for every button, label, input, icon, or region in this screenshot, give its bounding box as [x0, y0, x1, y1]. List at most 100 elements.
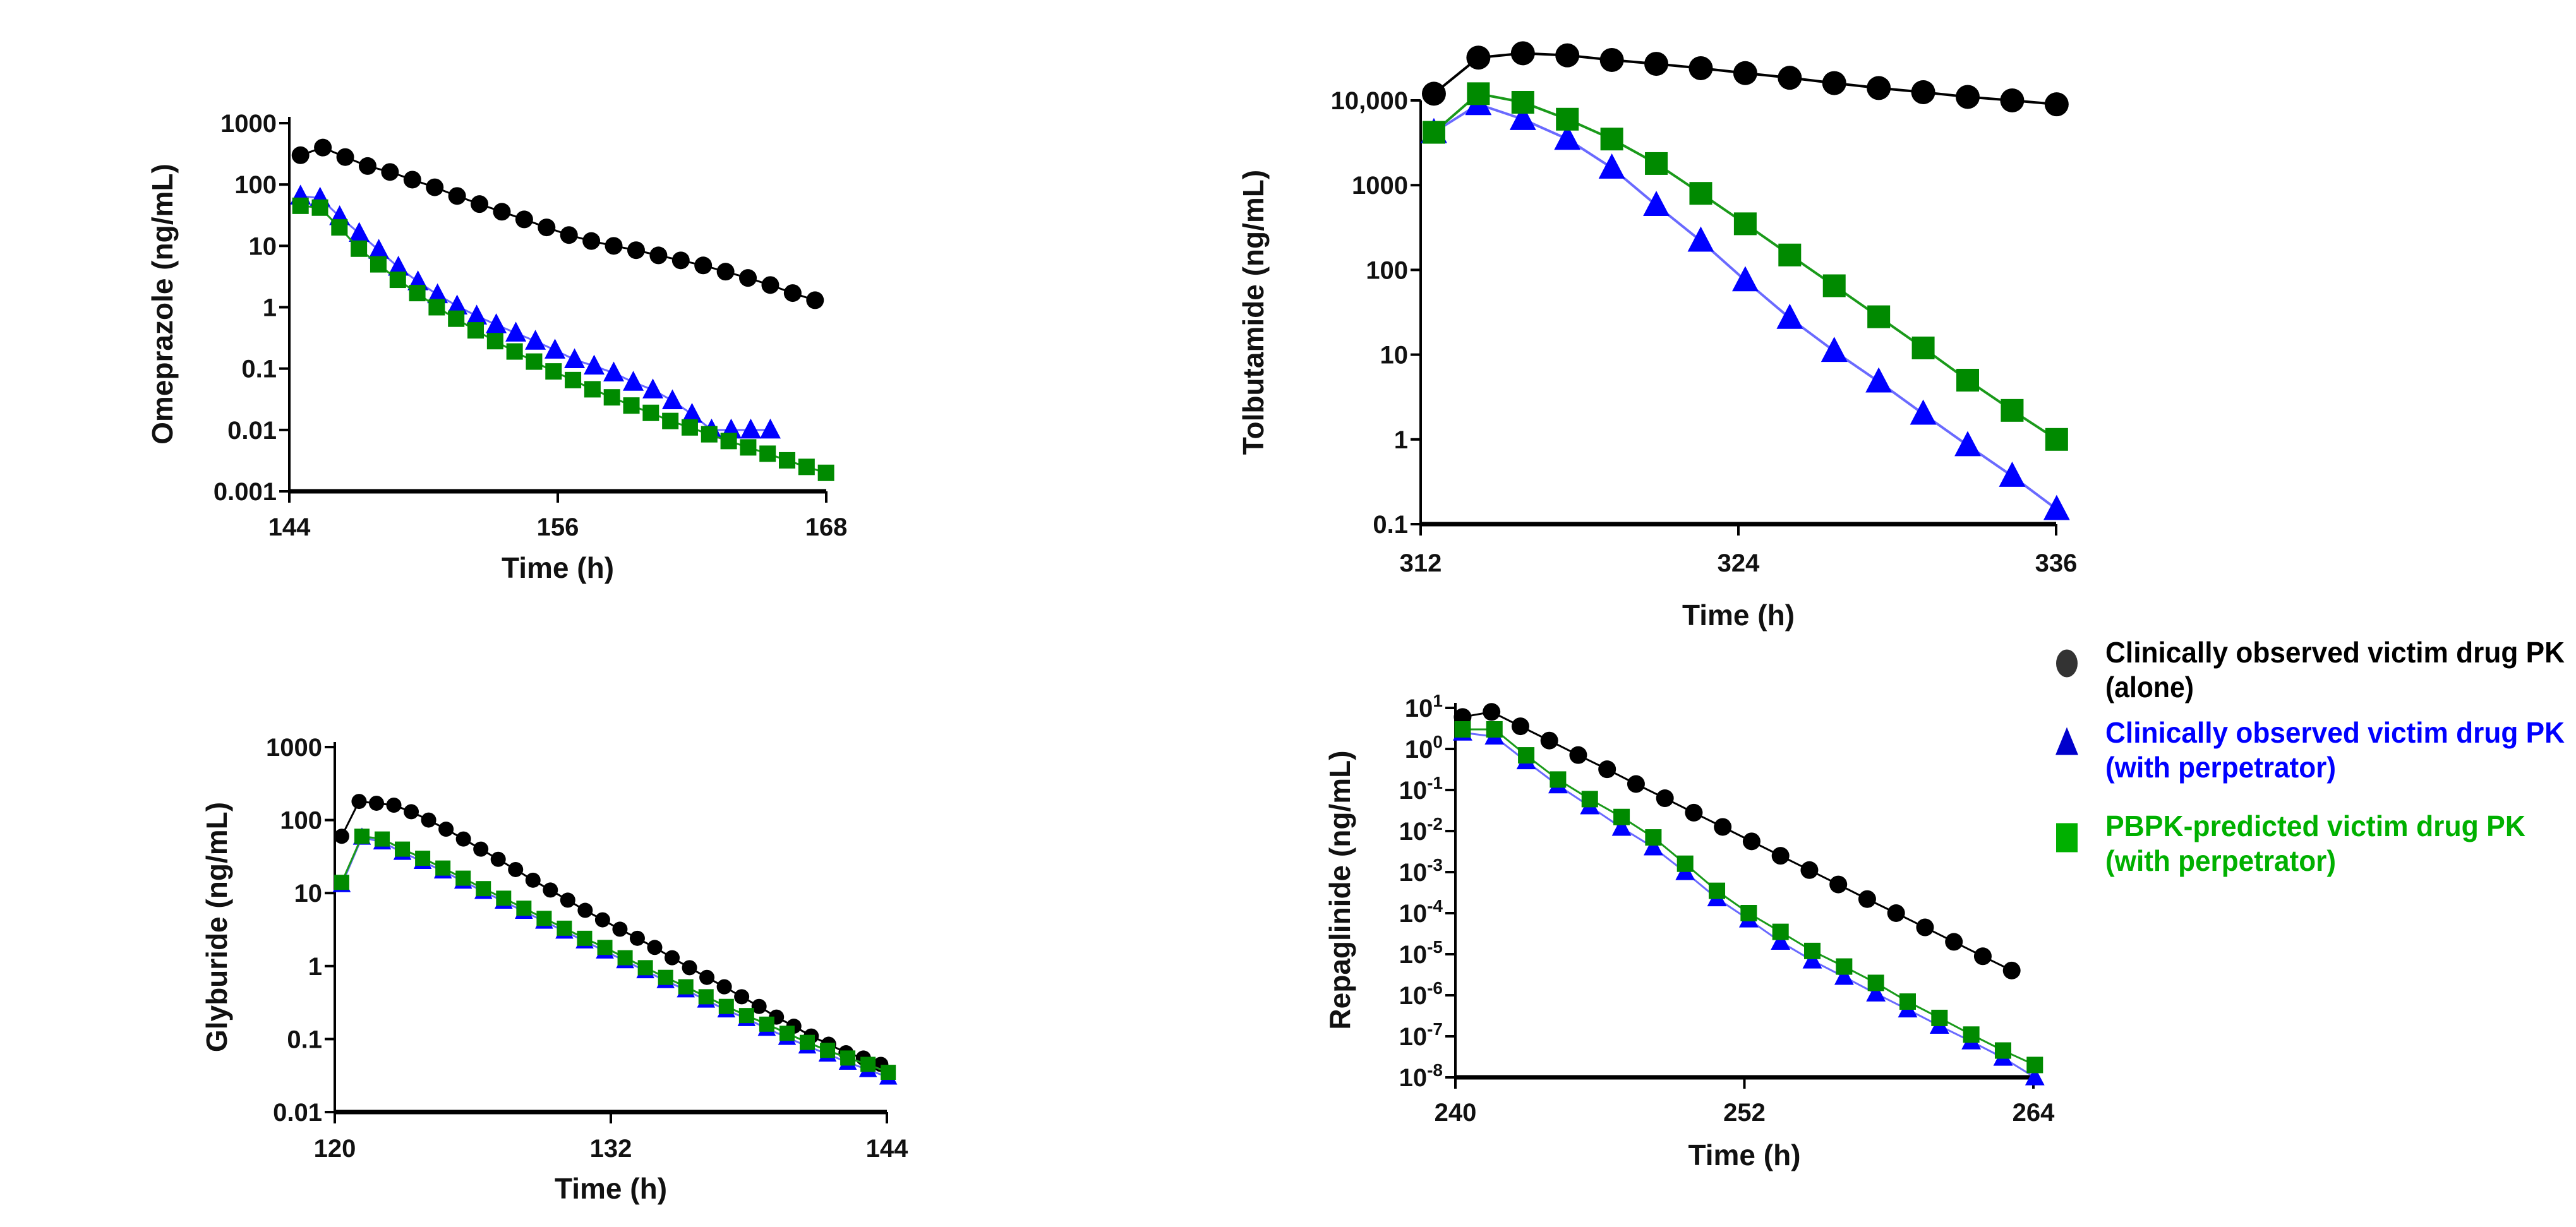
- data-point-circle: [751, 998, 767, 1014]
- data-point-circle: [1627, 775, 1645, 793]
- y-tick-base: 10: [1399, 982, 1428, 1010]
- data-point-triangle: [623, 371, 644, 391]
- data-point-circle: [1685, 803, 1703, 822]
- data-point-circle: [525, 872, 541, 888]
- data-point-circle: [543, 882, 558, 898]
- data-point-square: [623, 397, 640, 414]
- data-point-circle: [1688, 56, 1713, 80]
- data-point-circle: [2000, 88, 2025, 112]
- data-point-triangle: [564, 348, 586, 368]
- data-point-circle: [1511, 717, 1529, 736]
- y-tick-label: 10-8: [1399, 1060, 1443, 1092]
- data-point-triangle: [486, 313, 507, 333]
- data-point-square: [428, 299, 445, 316]
- data-point-square: [603, 389, 620, 406]
- data-point-circle: [734, 989, 750, 1005]
- data-point-square: [642, 404, 659, 421]
- data-point-circle: [671, 251, 690, 270]
- data-point-square: [698, 989, 714, 1005]
- data-point-circle: [716, 979, 732, 995]
- data-point-square: [1422, 121, 1445, 144]
- data-point-square: [817, 464, 834, 481]
- y-tick-exponent: -7: [1427, 1019, 1443, 1039]
- y-tick-label: 10-4: [1399, 896, 1443, 928]
- data-point-square: [1804, 942, 1821, 959]
- legend-label-line2: (alone): [2105, 671, 2194, 703]
- data-point-square: [2045, 428, 2068, 451]
- data-point-circle: [358, 157, 376, 175]
- x-tick-label: 312: [1400, 549, 1442, 577]
- y-tick-label: 100: [280, 807, 322, 835]
- data-point-triangle: [603, 361, 625, 382]
- y-tick-base: 10: [1399, 859, 1428, 887]
- y-tick-exponent: 0: [1433, 732, 1443, 751]
- y-tick-exponent: -4: [1427, 896, 1443, 916]
- y-tick-label: 10-7: [1399, 1019, 1443, 1051]
- data-point-circle: [2044, 92, 2069, 117]
- y-tick-base: 10: [1399, 818, 1428, 846]
- data-point-square: [1676, 855, 1694, 872]
- data-point-circle: [1656, 789, 1674, 808]
- data-point-circle: [1778, 66, 1802, 90]
- y-axis-title: Tolbutamide (ng/mL): [1237, 170, 1270, 455]
- y-axis-title: Repaglinide (ng/mL): [1323, 750, 1356, 1029]
- data-point-circle: [577, 902, 593, 918]
- data-point-square: [577, 930, 593, 946]
- y-tick-label: 10-1: [1399, 773, 1443, 805]
- y-tick-label: 1000: [1352, 172, 1408, 200]
- series-observed-with: [1421, 90, 2070, 520]
- y-tick-label: 0.01: [227, 417, 277, 445]
- data-point-circle: [1483, 703, 1501, 721]
- series-predicted-with: [334, 829, 896, 1080]
- panel-c: 1000 100 10 1 0.1 0.01 120 132 144 Time (h) Glybur…: [200, 734, 908, 1205]
- data-point-circle: [1421, 81, 1446, 106]
- data-point-circle: [438, 822, 454, 837]
- panel-b: 10,000 1000 100 10 1 0.1 312 324 336 Time (h) Tolb…: [1237, 41, 2077, 631]
- legend-circle-icon: [2056, 649, 2078, 678]
- y-tick-exponent: -8: [1427, 1060, 1443, 1080]
- data-point-circle: [582, 232, 601, 250]
- y-tick-label: 10,000: [1331, 87, 1408, 115]
- x-axis-title: Time (h): [1688, 1139, 1800, 1171]
- data-point-triangle: [1554, 124, 1581, 150]
- data-point-triangle: [1999, 461, 2026, 487]
- data-point-circle: [334, 829, 349, 844]
- data-point-square: [637, 960, 653, 976]
- data-point-square: [658, 969, 673, 985]
- x-tick-label: 132: [590, 1135, 632, 1163]
- data-point-triangle: [1611, 817, 1632, 836]
- data-point-square: [1600, 128, 1623, 151]
- data-point-circle: [1945, 933, 1963, 951]
- data-point-square: [759, 445, 776, 462]
- data-point-circle: [426, 178, 444, 196]
- data-point-square: [1645, 829, 1662, 846]
- data-point-circle: [493, 203, 511, 221]
- data-point-circle: [1599, 47, 1624, 72]
- data-point-square: [2026, 1056, 2043, 1074]
- data-point-circle: [627, 241, 645, 260]
- data-point-square: [678, 979, 694, 995]
- y-tick-exponent: 1: [1433, 691, 1443, 710]
- data-point-circle: [612, 921, 628, 937]
- data-point-square: [1822, 274, 1846, 297]
- data-point-square: [1956, 368, 1979, 392]
- data-point-square: [415, 851, 431, 866]
- data-point-circle: [368, 795, 384, 811]
- y-tick-label: 1: [1394, 426, 1408, 454]
- data-point-square: [389, 272, 406, 289]
- data-point-triangle: [545, 338, 566, 359]
- legend-label-line2: (with perpetrator): [2105, 844, 2336, 877]
- data-point-triangle: [349, 222, 370, 242]
- series-predicted-with: [1454, 721, 2043, 1074]
- data-point-triangle: [642, 378, 664, 398]
- data-point-square: [840, 1050, 856, 1066]
- panel-d: 10110010-110-210-310-410-510-610-710-824…: [1323, 691, 2055, 1171]
- data-point-triangle: [1687, 226, 1714, 252]
- series-line: [340, 836, 889, 1079]
- data-point-square: [1518, 747, 1535, 764]
- data-point-triangle: [447, 294, 468, 314]
- y-axis-title: Glyburide (ng/mL): [200, 802, 233, 1052]
- data-point-square: [1511, 90, 1534, 114]
- y-tick-exponent: -5: [1427, 937, 1443, 957]
- x-tick-label: 144: [268, 513, 311, 541]
